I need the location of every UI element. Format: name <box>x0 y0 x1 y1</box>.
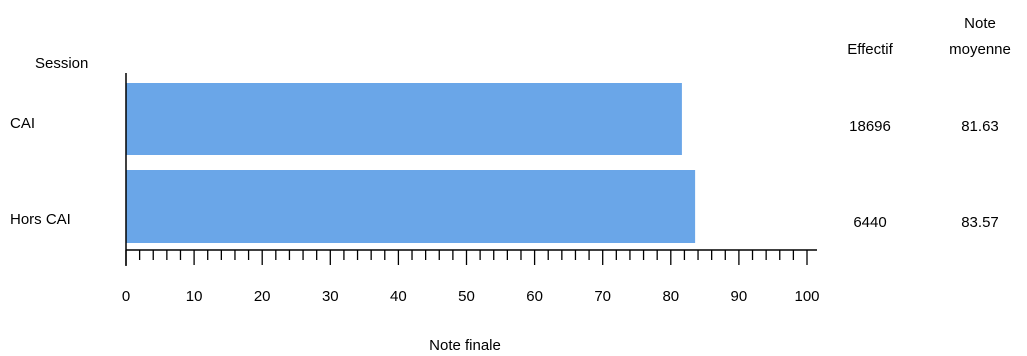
x-tick-label: 100 <box>794 288 819 305</box>
x-tick-label: 10 <box>186 288 203 305</box>
table-group: Effectif 18696 6440 Note moyenne 81.63 83.57 <box>847 15 1011 231</box>
x-ticks-group <box>125 250 808 265</box>
table-cell: 6440 <box>853 214 886 231</box>
x-tick-label: 50 <box>458 288 475 305</box>
bar-cai <box>126 83 682 155</box>
x-tick-label: 30 <box>322 288 339 305</box>
category-label: Hors CAI <box>10 211 71 228</box>
x-tick-label: 70 <box>594 288 611 305</box>
category-axis-title: Session <box>35 55 88 72</box>
table-cell: 83.57 <box>961 214 999 231</box>
category-labels-group: CAI Hors CAI <box>10 115 71 228</box>
x-tick-label: 20 <box>254 288 271 305</box>
x-tick-label: 60 <box>526 288 543 305</box>
table-cell: 18696 <box>849 118 891 135</box>
table-cell: 81.63 <box>961 118 999 135</box>
bar-hors-cai <box>126 170 696 243</box>
x-tick-label: 40 <box>390 288 407 305</box>
table-column-header: Note <box>964 15 996 32</box>
x-tick-labels-group: 0 10 20 30 40 50 60 70 80 90 100 <box>122 288 820 305</box>
category-label: CAI <box>10 115 35 132</box>
x-tick-label: 0 <box>122 288 130 305</box>
table-column-header: moyenne <box>949 41 1011 58</box>
bars-group <box>126 83 696 243</box>
x-tick-label: 80 <box>662 288 679 305</box>
x-axis-title: Note finale <box>429 337 501 354</box>
table-column-header: Effectif <box>847 41 893 58</box>
x-tick-label: 90 <box>731 288 748 305</box>
